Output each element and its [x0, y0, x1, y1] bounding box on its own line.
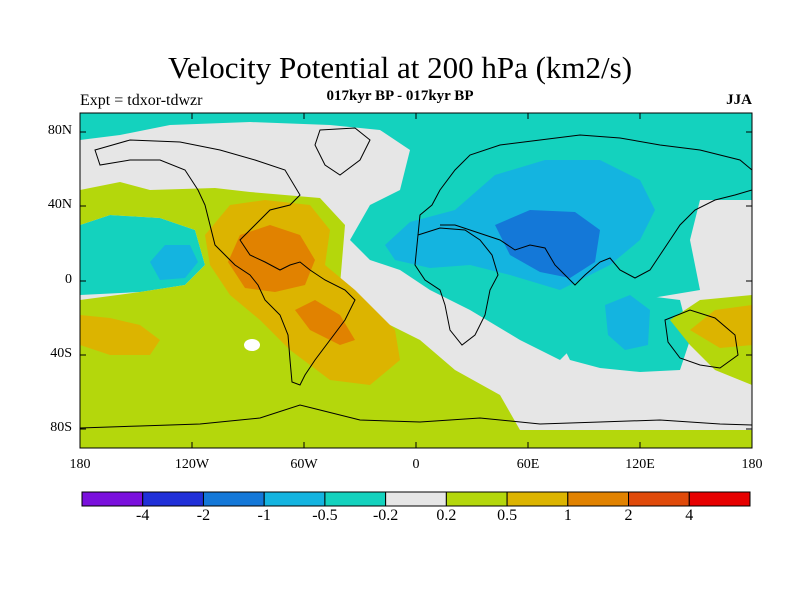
colorbar-label: -4: [136, 507, 150, 524]
coast-africa: [414, 227, 499, 346]
lon-label-180-east: 180: [741, 457, 763, 472]
colorbar-box-6: [445, 491, 508, 507]
colorbar-label: 0.2: [436, 507, 457, 524]
coastlines: [80, 127, 752, 429]
coast-greenland: [314, 127, 371, 176]
colorbar-label: 4: [685, 507, 694, 524]
field-orange-australia: [690, 305, 752, 348]
colorbar-label: -1: [257, 507, 271, 524]
experiment-label: Expt = tdxor-tdwzr: [80, 92, 203, 109]
lat-label-80n: 80N: [47, 123, 72, 138]
lat-label-40n: 40N: [47, 197, 72, 212]
lat-label-40s: 40S: [50, 346, 72, 361]
colorbar-box-0: [81, 491, 144, 507]
field-darkorange-south-america: [295, 300, 355, 345]
colorbar-box-7: [506, 491, 569, 507]
coast-australia: [664, 309, 739, 369]
colorbar-label: 0.5: [497, 507, 518, 524]
lon-label-180-west: 180: [69, 457, 91, 472]
colorbar-box-1: [142, 491, 204, 507]
coast-north-america: [94, 139, 356, 386]
colorbar-label: 2: [624, 507, 633, 524]
season-label: JJA: [726, 92, 752, 108]
lon-label-120w: 120W: [174, 457, 210, 472]
velocity-potential-field: [80, 113, 752, 448]
coast-antarctica: [80, 404, 752, 429]
field-darkblue-asia: [495, 210, 600, 278]
map-subtitle: 017kyr BP - 017kyr BP: [326, 88, 474, 104]
colorbar-box-9: [628, 491, 690, 507]
field-cyan-far-east: [700, 140, 752, 200]
lat-label-80s: 80S: [50, 420, 72, 435]
colorbar-label: -0.5: [312, 507, 338, 524]
colorbar-label: -0.2: [372, 507, 399, 524]
colorbar-label: 1: [563, 507, 572, 524]
lon-label-120e: 120E: [625, 457, 655, 472]
map-title: Velocity Potential at 200 hPa (km2/s): [167, 50, 633, 85]
colorbar-box-2: [202, 491, 265, 507]
colorbar-box-8: [567, 491, 630, 507]
lon-label-60e: 60E: [516, 457, 540, 472]
colorbar-box-4: [324, 491, 387, 507]
colorbar-box-10: [688, 491, 751, 507]
field-orange-pacific-west: [80, 315, 160, 355]
field-blue-pacific: [150, 245, 198, 280]
lat-label-0: 0: [65, 272, 72, 287]
colorbar-box-5: [385, 491, 447, 507]
lon-label-60w: 60W: [290, 457, 318, 472]
field-hole: [244, 339, 260, 351]
field-blue-indonesia: [605, 295, 650, 350]
coast-eurasia: [417, 134, 752, 286]
colorbar-box-3: [263, 491, 326, 507]
lon-label-0: 0: [412, 457, 420, 472]
axis-ticks: [80, 113, 752, 448]
colorbar: [81, 491, 751, 507]
colorbar-label: -2: [196, 507, 211, 524]
